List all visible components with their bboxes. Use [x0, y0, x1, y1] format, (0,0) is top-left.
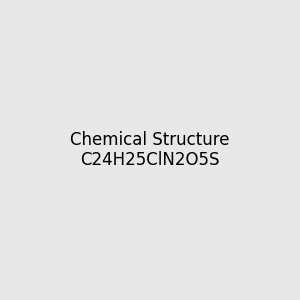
Text: Chemical Structure
C24H25ClN2O5S: Chemical Structure C24H25ClN2O5S — [70, 130, 230, 170]
